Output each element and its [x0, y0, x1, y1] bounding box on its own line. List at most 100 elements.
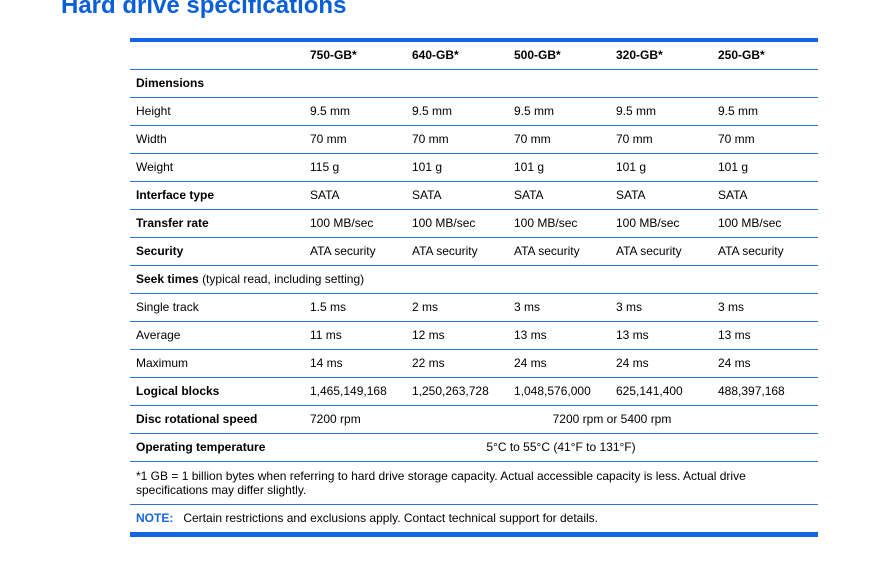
section-row-dimensions: Dimensions — [130, 69, 818, 98]
cell: ATA security — [406, 237, 508, 266]
cell: SATA — [406, 181, 508, 210]
cell: 1,048,576,000 — [508, 377, 610, 406]
table-row-logical-blocks: Logical blocks 1,465,149,168 1,250,263,7… — [130, 377, 818, 406]
table-row-single-track: Single track 1.5 ms 2 ms 3 ms 3 ms 3 ms — [130, 293, 818, 322]
cell: 70 mm — [610, 125, 712, 154]
footnote-row: *1 GB = 1 billion bytes when referring t… — [130, 461, 818, 505]
specifications-table: 750-GB* 640-GB* 500-GB* 320-GB* 250-GB* … — [130, 38, 818, 537]
cell: 24 ms — [610, 349, 712, 378]
cell: ATA security — [712, 237, 818, 266]
cell: 101 g — [508, 153, 610, 182]
cell: 488,397,168 — [712, 377, 818, 406]
row-label: Single track — [130, 293, 304, 322]
seek-times-label: Seek times — [136, 272, 199, 286]
column-header: 750-GB* — [304, 42, 406, 70]
column-header: 500-GB* — [508, 42, 610, 70]
cell: 9.5 mm — [610, 97, 712, 126]
cell: 100 MB/sec — [610, 209, 712, 238]
cell: 13 ms — [508, 321, 610, 350]
cell: 9.5 mm — [406, 97, 508, 126]
cell: 9.5 mm — [508, 97, 610, 126]
row-label: Logical blocks — [130, 377, 304, 406]
cell: 1,250,263,728 — [406, 377, 508, 406]
header-empty-cell — [130, 42, 304, 70]
cell: 1.5 ms — [304, 293, 406, 322]
column-header: 320-GB* — [610, 42, 712, 70]
note: NOTE: Certain restrictions and exclusions… — [130, 504, 818, 532]
table-row-average: Average 11 ms 12 ms 13 ms 13 ms 13 ms — [130, 321, 818, 350]
row-label: Average — [130, 321, 304, 350]
cell: 3 ms — [610, 293, 712, 322]
cell: 70 mm — [508, 125, 610, 154]
cell: SATA — [508, 181, 610, 210]
cell: 3 ms — [508, 293, 610, 322]
row-label: Disc rotational speed — [130, 405, 304, 434]
cell-merged: 7200 rpm or 5400 rpm — [406, 405, 818, 434]
row-label: Maximum — [130, 349, 304, 378]
row-label: Weight — [130, 153, 304, 182]
cell: 100 MB/sec — [508, 209, 610, 238]
table-row-weight: Weight 115 g 101 g 101 g 101 g 101 g — [130, 153, 818, 182]
row-label: Security — [130, 237, 304, 266]
note-text: Certain restrictions and exclusions appl… — [183, 511, 598, 526]
cell: 24 ms — [712, 349, 818, 378]
cell: SATA — [712, 181, 818, 210]
row-label: Transfer rate — [130, 209, 304, 238]
table-bottom-rule — [130, 532, 818, 537]
cell: 101 g — [712, 153, 818, 182]
seek-times-subtitle: (typical read, including setting) — [202, 272, 365, 286]
section-row-seek-times: Seek times (typical read, including sett… — [130, 265, 818, 294]
cell: 70 mm — [712, 125, 818, 154]
cell: 101 g — [406, 153, 508, 182]
cell: 100 MB/sec — [406, 209, 508, 238]
cell-merged: 5°C to 55°C (41°F to 131°F) — [304, 433, 818, 462]
cell: 22 ms — [406, 349, 508, 378]
cell: SATA — [610, 181, 712, 210]
column-header: 640-GB* — [406, 42, 508, 70]
row-label: Operating temperature — [130, 433, 304, 462]
cell: 13 ms — [712, 321, 818, 350]
table-row-interface: Interface type SATA SATA SATA SATA SATA — [130, 181, 818, 210]
cell: ATA security — [610, 237, 712, 266]
cell: 12 ms — [406, 321, 508, 350]
cell: 115 g — [304, 153, 406, 182]
cell: 70 mm — [304, 125, 406, 154]
cell: 1,465,149,168 — [304, 377, 406, 406]
cell: 3 ms — [712, 293, 818, 322]
cell: 11 ms — [304, 321, 406, 350]
table-row-rotational-speed: Disc rotational speed 7200 rpm 7200 rpm … — [130, 405, 818, 434]
row-label: Height — [130, 97, 304, 126]
cell: 2 ms — [406, 293, 508, 322]
cell: 70 mm — [406, 125, 508, 154]
cell: 100 MB/sec — [304, 209, 406, 238]
cell: 14 ms — [304, 349, 406, 378]
cell: 24 ms — [508, 349, 610, 378]
table-header-row: 750-GB* 640-GB* 500-GB* 320-GB* 250-GB* — [130, 42, 818, 70]
section-label: Seek times (typical read, including sett… — [130, 265, 818, 294]
table-row-width: Width 70 mm 70 mm 70 mm 70 mm 70 mm — [130, 125, 818, 154]
cell: ATA security — [508, 237, 610, 266]
cell: 9.5 mm — [304, 97, 406, 126]
note-label: NOTE: — [136, 511, 174, 526]
cell: 13 ms — [610, 321, 712, 350]
cell: SATA — [304, 181, 406, 210]
column-header: 250-GB* — [712, 42, 818, 70]
cell: 100 MB/sec — [712, 209, 818, 238]
row-label: Width — [130, 125, 304, 154]
note-row: NOTE: Certain restrictions and exclusions… — [130, 504, 818, 532]
cell: ATA security — [304, 237, 406, 266]
cell: 9.5 mm — [712, 97, 818, 126]
table-row-operating-temperature: Operating temperature 5°C to 55°C (41°F … — [130, 433, 818, 462]
table-top-rule — [130, 38, 818, 42]
page-title: Hard drive specifications — [61, 0, 347, 19]
cell: 101 g — [610, 153, 712, 182]
table-row-security: Security ATA security ATA security ATA s… — [130, 237, 818, 266]
table-row-height: Height 9.5 mm 9.5 mm 9.5 mm 9.5 mm 9.5 m… — [130, 97, 818, 126]
cell: 7200 rpm — [304, 405, 406, 434]
row-label: Interface type — [130, 181, 304, 210]
footnote: *1 GB = 1 billion bytes when referring t… — [130, 461, 818, 505]
cell: 625,141,400 — [610, 377, 712, 406]
section-label: Dimensions — [130, 69, 818, 98]
table-row-transfer-rate: Transfer rate 100 MB/sec 100 MB/sec 100 … — [130, 209, 818, 238]
table-row-maximum: Maximum 14 ms 22 ms 24 ms 24 ms 24 ms — [130, 349, 818, 378]
